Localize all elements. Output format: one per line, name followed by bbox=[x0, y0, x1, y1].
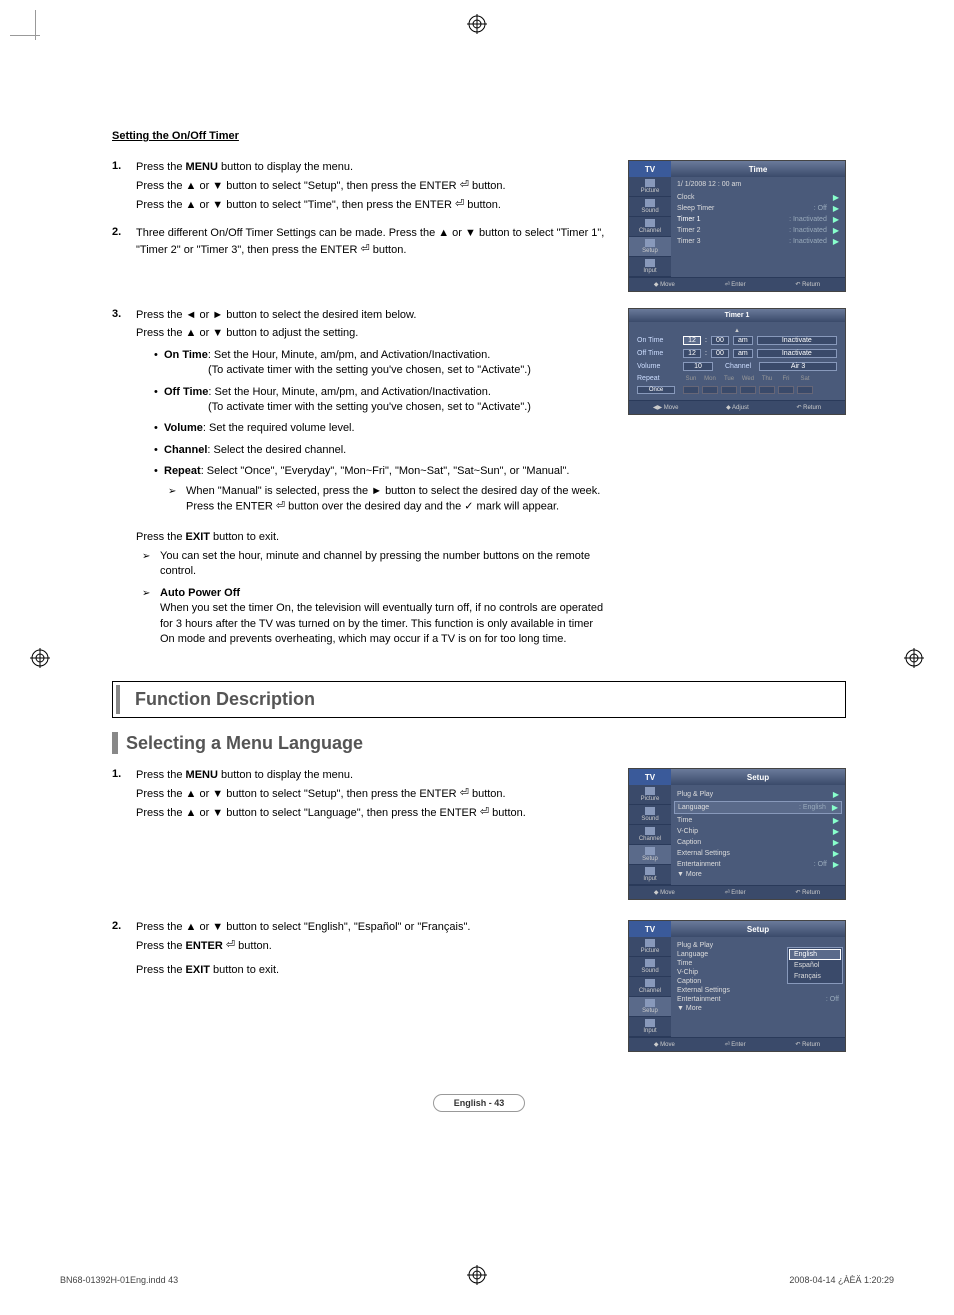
language-dropdown: English Español Français bbox=[787, 947, 843, 984]
enter-icon: ⏎ bbox=[460, 786, 469, 802]
osd-sidebar-item: Sound bbox=[629, 805, 671, 825]
osd-sidebar-item: Setup bbox=[629, 845, 671, 865]
step-body: Three different On/Off Timer Settings ca… bbox=[136, 226, 608, 261]
osd-menu-row: Caption▶ bbox=[677, 837, 839, 848]
step-number: 1. bbox=[112, 768, 126, 824]
osd-sidebar-item: Setup bbox=[629, 237, 671, 257]
bullet: Repeat: Select "Once", "Everyday", "Mon~… bbox=[154, 464, 608, 515]
osd-sidebar-item: Input bbox=[629, 1017, 671, 1037]
day-label: Fri bbox=[778, 376, 794, 382]
enter-icon: ⏎ bbox=[480, 805, 489, 821]
step-body: Press the ◄ or ► button to select the de… bbox=[136, 308, 608, 521]
osd-menu-row: Sleep Timer: Off▶ bbox=[677, 203, 839, 214]
step-number: 1. bbox=[112, 160, 126, 216]
osd-setup-language-menu: TV Setup PictureSoundChannelSetupInput P… bbox=[628, 920, 846, 1052]
osd-footer-hint: ↶ Return bbox=[796, 404, 821, 411]
step-body: Press the MENU button to display the men… bbox=[136, 768, 608, 824]
enter-icon: ⏎ bbox=[460, 178, 469, 194]
osd-menu-row: V-Chip▶ bbox=[677, 826, 839, 837]
day-label: Wed bbox=[740, 376, 756, 382]
osd-footer-hint: ◆ Adjust bbox=[726, 404, 749, 411]
crop-mark bbox=[35, 10, 36, 40]
step-body: Press the MENU button to display the men… bbox=[136, 160, 608, 216]
osd-footer-hint: ↶ Return bbox=[795, 889, 820, 896]
osd-footer-hint: ◀▶ Move bbox=[653, 404, 679, 411]
page-number: English - 43 bbox=[112, 1094, 846, 1112]
lang-option: English bbox=[789, 949, 841, 960]
osd-footer-hint: ◆ Move bbox=[654, 1041, 675, 1048]
osd-menu-row: Timer 2: Inactivated▶ bbox=[677, 225, 839, 236]
osd-footer-hint: ↶ Return bbox=[795, 1041, 820, 1048]
osd-menu-row: Plug & Play▶ bbox=[677, 789, 839, 800]
osd-sidebar-item: Channel bbox=[629, 825, 671, 845]
footer-timestamp: 2008-04-14 ¿ÀÈÄ 1:20:29 bbox=[789, 1275, 894, 1285]
osd-title: Time bbox=[671, 161, 845, 177]
osd-menu-row: External Settings bbox=[677, 986, 839, 995]
osd-footer-hint: ◆ Move bbox=[654, 281, 675, 288]
exit-line: Press the EXIT button to exit. bbox=[136, 531, 608, 543]
day-label: Tue bbox=[721, 376, 737, 382]
bullet: On Time: Set the Hour, Minute, am/pm, an… bbox=[154, 348, 608, 379]
osd-title: Timer 1 bbox=[629, 309, 845, 322]
osd-sidebar-item: Sound bbox=[629, 197, 671, 217]
osd-menu-row: External Settings▶ bbox=[677, 848, 839, 859]
osd-timer1-menu: Timer 1 ▲ On Time 12: 00 am Inactivate O… bbox=[628, 308, 846, 415]
bullet: Off Time: Set the Hour, Minute, am/pm, a… bbox=[154, 385, 608, 416]
enter-icon: ⏎ bbox=[360, 242, 369, 258]
osd-sidebar-item: Input bbox=[629, 865, 671, 885]
footer-filename: BN68-01392H-01Eng.indd 43 bbox=[60, 1275, 178, 1285]
day-label: Mon bbox=[702, 376, 718, 382]
osd-menu-row: ▼ More bbox=[677, 870, 839, 879]
osd-menu-row: Language: English▶ bbox=[674, 801, 842, 814]
osd-datetime: 1/ 1/2008 12 : 00 am bbox=[677, 181, 839, 188]
osd-sidebar-item: Picture bbox=[629, 937, 671, 957]
osd-time-menu: TV Time PictureSoundChannelSetupInput 1/… bbox=[628, 160, 846, 292]
step-body: Press the ▲ or ▼ button to select "Engli… bbox=[136, 920, 608, 981]
osd-footer-hint: ⏎ Enter bbox=[725, 889, 746, 896]
osd-menu-row: Time▶ bbox=[677, 815, 839, 826]
subheading-menu-language: Selecting a Menu Language bbox=[112, 732, 846, 754]
lang-option: Español bbox=[789, 960, 841, 971]
osd-sidebar-item: Channel bbox=[629, 217, 671, 237]
registration-mark-icon bbox=[30, 648, 50, 668]
sub-note: When "Manual" is selected, press the ► b… bbox=[168, 484, 608, 515]
registration-mark-icon bbox=[467, 14, 487, 34]
osd-footer-hint: ◆ Move bbox=[654, 889, 675, 896]
step-number: 2. bbox=[112, 226, 126, 261]
day-label: Sat bbox=[797, 376, 813, 382]
note: Auto Power OffWhen you set the timer On,… bbox=[142, 586, 608, 648]
osd-menu-row: Entertainment: Off bbox=[677, 995, 839, 1004]
bullet: Volume: Set the required volume level. bbox=[154, 421, 608, 436]
enter-icon: ⏎ bbox=[226, 938, 235, 954]
osd-sidebar-item: Picture bbox=[629, 177, 671, 197]
osd-tv-tab: TV bbox=[629, 161, 671, 177]
osd-footer-hint: ↶ Return bbox=[795, 281, 820, 288]
osd-sidebar-item: Setup bbox=[629, 997, 671, 1017]
bullet: Channel: Select the desired channel. bbox=[154, 443, 608, 458]
section-title: Setting the On/Off Timer bbox=[112, 130, 846, 142]
note: You can set the hour, minute and channel… bbox=[142, 549, 608, 580]
osd-setup-menu: TV Setup PictureSoundChannelSetupInput P… bbox=[628, 768, 846, 900]
day-label: Thu bbox=[759, 376, 775, 382]
osd-footer-hint: ⏎ Enter bbox=[725, 281, 746, 288]
osd-menu-row: Timer 1: Inactivated▶ bbox=[677, 214, 839, 225]
osd-menu-row: ▼ More bbox=[677, 1004, 839, 1013]
osd-menu-row: Entertainment: Off▶ bbox=[677, 859, 839, 870]
osd-sidebar-item: Sound bbox=[629, 957, 671, 977]
osd-footer-hint: ⏎ Enter bbox=[725, 1041, 746, 1048]
heading-function-description: Function Description bbox=[112, 681, 846, 718]
osd-sidebar-item: Input bbox=[629, 257, 671, 277]
osd-sidebar-item: Channel bbox=[629, 977, 671, 997]
osd-menu-row: Timer 3: Inactivated▶ bbox=[677, 236, 839, 247]
osd-sidebar-item: Picture bbox=[629, 785, 671, 805]
step-number: 2. bbox=[112, 920, 126, 981]
enter-icon: ⏎ bbox=[455, 197, 464, 213]
osd-menu-row: Clock▶ bbox=[677, 192, 839, 203]
day-label: Sun bbox=[683, 376, 699, 382]
lang-option: Français bbox=[789, 971, 841, 982]
registration-mark-icon bbox=[904, 648, 924, 668]
enter-icon: ⏎ bbox=[276, 499, 285, 514]
step-number: 3. bbox=[112, 308, 126, 521]
